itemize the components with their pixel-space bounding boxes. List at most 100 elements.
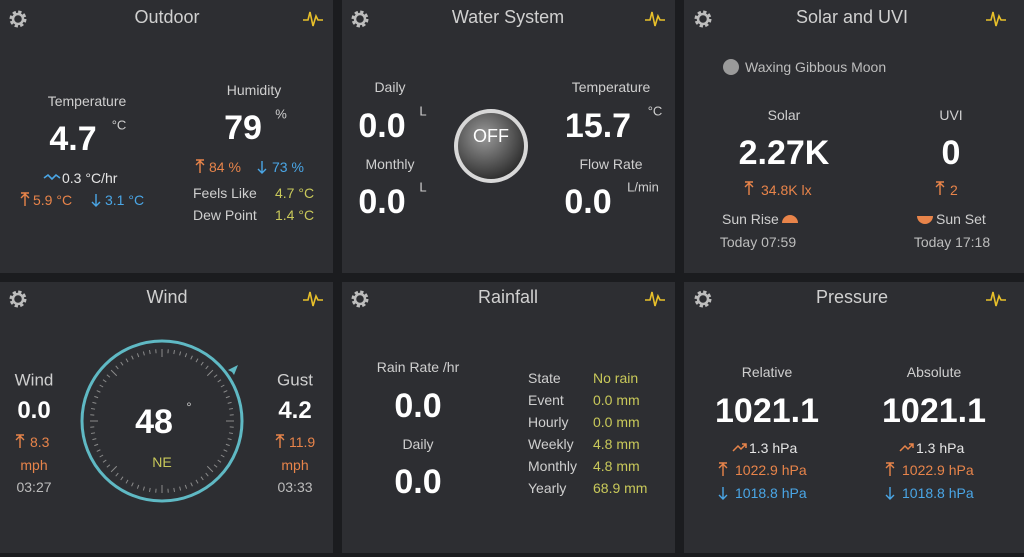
compass-tick (149, 487, 151, 492)
unit: mph (281, 457, 309, 473)
label: Daily (374, 79, 406, 95)
stat-label: Yearly (528, 480, 567, 496)
stat-label: Event (528, 392, 564, 408)
compass-tick (142, 351, 145, 356)
compass-tick (142, 486, 145, 491)
compass-ring (80, 339, 244, 503)
compass-tick (220, 384, 225, 388)
trend: 1.3 hPa (916, 440, 965, 456)
value: 15.7 (564, 107, 632, 145)
compass-tick (99, 454, 104, 458)
compass-tick (173, 487, 175, 492)
compass-tick (184, 353, 188, 358)
switch-label[interactable]: OFF (473, 126, 509, 146)
compass-tick (227, 438, 232, 441)
switch[interactable] (458, 113, 524, 179)
high-icon (718, 462, 728, 476)
label: Temperature (571, 79, 651, 95)
sunset-icon (917, 216, 933, 224)
compass-tick (184, 484, 188, 489)
label: Daily (402, 436, 434, 452)
compass-tick (91, 432, 96, 434)
unit: ° (186, 399, 192, 415)
compass-tick (120, 361, 124, 366)
compass-tick (190, 355, 193, 360)
time: 03:27 (16, 479, 52, 495)
value: 0.0 (564, 183, 612, 221)
unit: L (419, 103, 427, 119)
value: 1021.1 (715, 392, 819, 430)
compass-tick (217, 379, 222, 383)
high-icon (15, 434, 25, 448)
compass-tick (206, 465, 214, 473)
compass-tick (136, 484, 140, 489)
high: 2 (950, 182, 958, 198)
value: 0.0 (394, 387, 442, 425)
time: 03:33 (277, 479, 313, 495)
label: UVI (939, 107, 963, 123)
compass-tick (106, 374, 111, 378)
trend-icon (732, 443, 747, 452)
high: 1022.9 hPa (735, 462, 807, 478)
compass-tick (213, 464, 218, 468)
stat-label: Hourly (528, 414, 569, 430)
panel-title: Rainfall (477, 287, 539, 307)
value: 2.27K (738, 134, 830, 172)
unit: mph (20, 457, 48, 473)
stat-value: No rain (593, 370, 639, 386)
trend: 0.3 °C/hr (62, 170, 118, 186)
compass-tick (225, 395, 230, 399)
stat-value: 0.0 mm (593, 392, 640, 408)
low-icon (885, 487, 895, 500)
compass-tick (115, 472, 119, 477)
panel (684, 282, 1024, 553)
value: 4.7 °C (275, 185, 315, 201)
compass (80, 339, 244, 503)
compass-tick (179, 486, 182, 491)
panel-title: Outdoor (134, 7, 200, 27)
compass-tick (173, 350, 175, 355)
panel-title: Pressure (815, 287, 889, 307)
value: 1.4 °C (275, 207, 315, 223)
panel-title: Water System (451, 7, 565, 27)
compass-tick (179, 351, 182, 356)
time: Today 17:18 (913, 234, 991, 250)
moon-icon (723, 59, 739, 75)
value: 79 (224, 109, 262, 147)
sunrise-icon (782, 215, 798, 223)
label: Humidity (226, 82, 282, 98)
unit: L (419, 179, 427, 195)
high-icon (935, 181, 945, 195)
panel (0, 282, 333, 553)
unit: % (275, 106, 287, 122)
label: Absolute (906, 364, 962, 380)
unit: °C (647, 103, 663, 119)
compass-tick (223, 449, 228, 452)
compass-tick (228, 432, 233, 434)
compass-tick (96, 449, 101, 452)
compass-tick (106, 464, 111, 468)
label: Sun Set (936, 211, 986, 227)
high-icon (20, 192, 30, 206)
unit: L/min (627, 179, 659, 195)
compass-tick (195, 358, 199, 363)
compass-tick (200, 476, 204, 481)
compass-tick (206, 369, 214, 377)
stat-label: Weekly (528, 436, 574, 452)
compass-tick (102, 459, 107, 463)
compass-tick (225, 443, 230, 447)
trend-icon (43, 173, 61, 181)
compass-tick (110, 465, 118, 473)
compass-tick (205, 365, 209, 370)
compass-tick (92, 401, 97, 404)
low: 3.1 °C (105, 192, 145, 208)
compass-tick (227, 401, 232, 404)
compass-tick (102, 379, 107, 383)
label: Feels Like (193, 185, 257, 201)
panel-title: Solar and UVI (795, 7, 909, 27)
compass-tick (223, 390, 228, 393)
direction: 48 (135, 403, 173, 441)
trend: 1.3 hPa (749, 440, 798, 456)
high-icon (195, 159, 205, 173)
high-icon (885, 462, 895, 476)
